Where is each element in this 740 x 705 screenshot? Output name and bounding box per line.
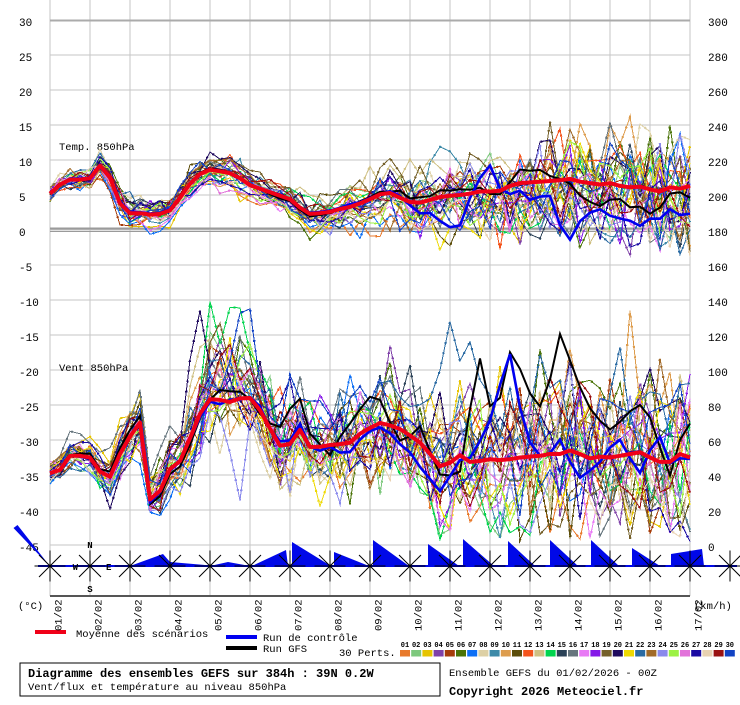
svg-text:80: 80 <box>708 403 721 415</box>
svg-text:60: 60 <box>708 438 721 450</box>
svg-text:0: 0 <box>19 228 26 240</box>
svg-text:21: 21 <box>625 642 633 650</box>
svg-text:06/02: 06/02 <box>254 599 266 631</box>
svg-text:160: 160 <box>708 263 728 275</box>
svg-text:12/02: 12/02 <box>494 599 506 631</box>
svg-text:14/02: 14/02 <box>574 599 586 631</box>
svg-text:09/02: 09/02 <box>374 599 386 631</box>
svg-text:300: 300 <box>708 18 728 30</box>
svg-text:17/02: 17/02 <box>694 599 706 631</box>
svg-text:25: 25 <box>19 53 32 65</box>
svg-text:140: 140 <box>708 298 728 310</box>
svg-text:15: 15 <box>19 123 32 135</box>
svg-text:Diagramme des ensembles GEFS s: Diagramme des ensembles GEFS sur 384h : … <box>28 667 374 681</box>
svg-text:28: 28 <box>703 642 711 650</box>
svg-text:01: 01 <box>401 642 409 650</box>
svg-text:Run GFS: Run GFS <box>263 644 307 656</box>
svg-text:07/02: 07/02 <box>294 599 306 631</box>
svg-text:40: 40 <box>708 473 721 485</box>
svg-text:-25: -25 <box>19 403 39 415</box>
svg-text:10/02: 10/02 <box>414 599 426 631</box>
svg-text:01/02: 01/02 <box>54 599 66 631</box>
svg-text:03/02: 03/02 <box>134 599 146 631</box>
svg-text:Moyenne des scénarios: Moyenne des scénarios <box>76 629 208 641</box>
svg-text:13/02: 13/02 <box>534 599 546 631</box>
svg-text:12: 12 <box>524 642 532 650</box>
svg-text:16: 16 <box>569 642 577 650</box>
svg-text:11/02: 11/02 <box>454 599 466 631</box>
svg-text:200: 200 <box>708 193 728 205</box>
svg-text:E: E <box>106 563 112 573</box>
svg-text:10: 10 <box>19 158 32 170</box>
svg-text:02: 02 <box>412 642 420 650</box>
svg-text:08: 08 <box>479 642 487 650</box>
svg-text:S: S <box>87 585 93 595</box>
svg-text:11: 11 <box>513 642 521 650</box>
svg-text:(km/h): (km/h) <box>694 601 732 613</box>
svg-text:20: 20 <box>708 508 721 520</box>
svg-text:09: 09 <box>490 642 498 650</box>
svg-text:17: 17 <box>580 642 588 650</box>
svg-text:-35: -35 <box>19 473 39 485</box>
svg-text:-10: -10 <box>19 298 39 310</box>
svg-text:5: 5 <box>19 193 26 205</box>
svg-text:W: W <box>73 563 79 573</box>
svg-text:260: 260 <box>708 88 728 100</box>
svg-text:06: 06 <box>457 642 465 650</box>
svg-text:25: 25 <box>670 642 678 650</box>
svg-text:20: 20 <box>614 642 622 650</box>
svg-text:15/02: 15/02 <box>614 599 626 631</box>
svg-text:07: 07 <box>468 642 476 650</box>
svg-text:240: 240 <box>708 123 728 135</box>
svg-text:24: 24 <box>658 642 666 650</box>
svg-text:-20: -20 <box>19 368 39 380</box>
svg-text:0: 0 <box>708 543 715 555</box>
svg-text:N: N <box>87 541 92 551</box>
svg-text:Temp. 850hPa: Temp. 850hPa <box>59 142 135 154</box>
svg-text:08/02: 08/02 <box>334 599 346 631</box>
svg-text:30: 30 <box>19 18 32 30</box>
svg-text:22: 22 <box>636 642 644 650</box>
svg-text:13: 13 <box>535 642 543 650</box>
svg-text:120: 120 <box>708 333 728 345</box>
svg-text:10: 10 <box>502 642 510 650</box>
svg-text:23: 23 <box>647 642 655 650</box>
svg-text:-30: -30 <box>19 438 39 450</box>
svg-text:(°C): (°C) <box>18 601 43 613</box>
svg-text:29: 29 <box>714 642 722 650</box>
svg-text:Run de contrôle: Run de contrôle <box>263 633 358 645</box>
svg-text:-5: -5 <box>19 263 32 275</box>
svg-text:15: 15 <box>558 642 566 650</box>
svg-text:180: 180 <box>708 228 728 240</box>
svg-text:03: 03 <box>423 642 431 650</box>
svg-text:-15: -15 <box>19 333 39 345</box>
svg-text:280: 280 <box>708 53 728 65</box>
svg-text:05/02: 05/02 <box>214 599 226 631</box>
svg-text:19: 19 <box>602 642 610 650</box>
svg-text:30: 30 <box>726 642 734 650</box>
svg-text:02/02: 02/02 <box>94 599 106 631</box>
svg-text:20: 20 <box>19 88 32 100</box>
svg-text:04: 04 <box>434 642 442 650</box>
svg-text:04/02: 04/02 <box>174 599 186 631</box>
svg-text:26: 26 <box>681 642 689 650</box>
svg-text:100: 100 <box>708 368 728 380</box>
svg-text:05: 05 <box>446 642 454 650</box>
svg-text:27: 27 <box>692 642 700 650</box>
svg-text:18: 18 <box>591 642 599 650</box>
svg-text:14: 14 <box>546 642 554 650</box>
svg-text:220: 220 <box>708 158 728 170</box>
svg-text:Vent/flux et température au ni: Vent/flux et température au niveau 850hP… <box>28 682 286 694</box>
svg-text:Copyright 2026 Meteociel.fr: Copyright 2026 Meteociel.fr <box>449 685 643 699</box>
svg-text:30 Perts.: 30 Perts. <box>339 648 396 660</box>
svg-text:16/02: 16/02 <box>654 599 666 631</box>
svg-text:Vent 850hPa: Vent 850hPa <box>59 363 128 375</box>
svg-text:-40: -40 <box>19 508 39 520</box>
svg-text:Ensemble GEFS du 01/02/2026 -: Ensemble GEFS du 01/02/2026 - 00Z <box>449 668 657 680</box>
